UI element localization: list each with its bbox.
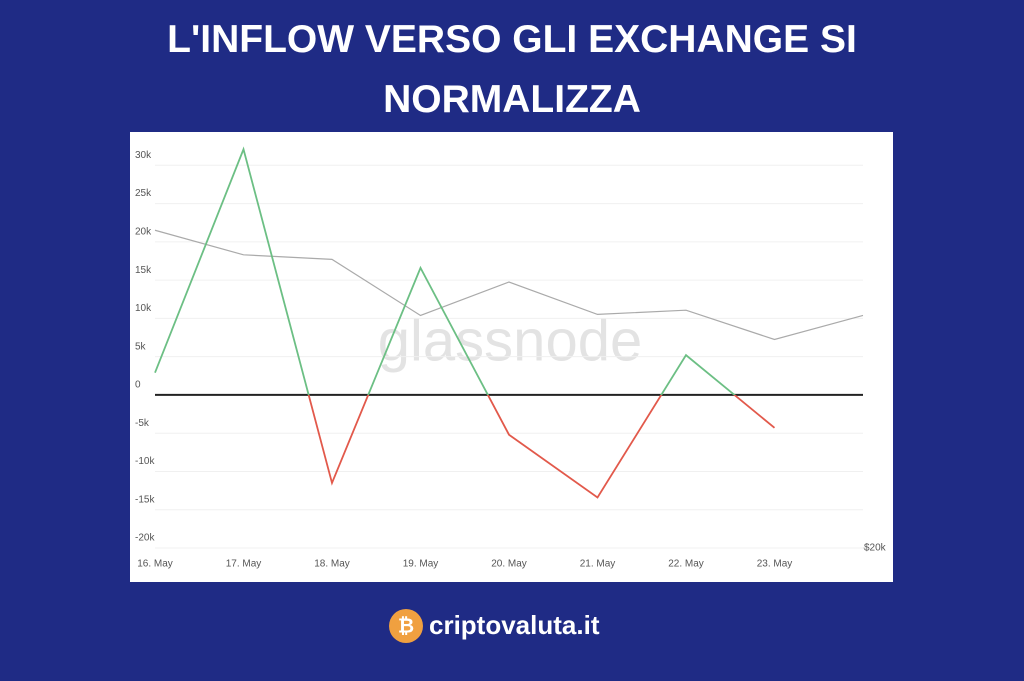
x-tick-label: 20. May: [491, 559, 527, 570]
x-tick-label: 23. May: [757, 559, 793, 570]
series-line: [154, 146, 776, 499]
y-tick-label: 5k: [135, 341, 147, 352]
watermark: glassnode: [378, 308, 642, 373]
y-tick-label: 10k: [135, 303, 152, 314]
y-tick-label: -5k: [135, 418, 150, 429]
x-tick-label: 19. May: [403, 559, 439, 570]
x-tick-label: 18. May: [314, 559, 350, 570]
y-tick-label: 20k: [135, 226, 152, 237]
brand: criptovaluta.it: [429, 610, 600, 640]
y-tick-label: 25k: [135, 188, 152, 199]
x-tick-label: 17. May: [226, 559, 262, 570]
y-tick-label: 15k: [135, 265, 152, 276]
x-tick-label: 21. May: [580, 559, 616, 570]
x-tick-label: 16. May: [137, 559, 173, 570]
brand-icon: [389, 609, 423, 643]
y-tick-label: -20k: [135, 533, 155, 544]
title: L'INFLOW VERSO GLI EXCHANGE SI NORMALIZZ…: [167, 18, 857, 121]
y-tick-label: -10k: [135, 456, 155, 467]
x-tick-label: 22. May: [668, 559, 704, 570]
y-tick-label: -15k: [135, 494, 155, 505]
y-tick-label: 30k: [135, 150, 152, 161]
y2-tick-label: $20k: [864, 543, 887, 554]
y-tick-label: 0: [135, 380, 141, 391]
brand-icon-symbol: ₿: [398, 615, 414, 637]
series-line: [154, 229, 864, 341]
